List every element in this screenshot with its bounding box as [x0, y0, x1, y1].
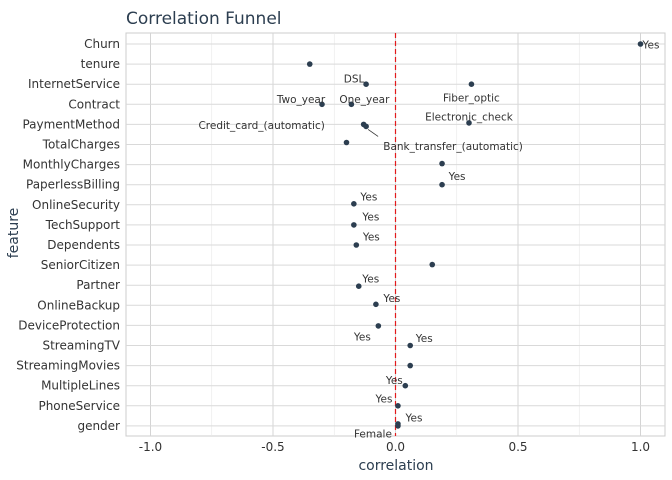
data-point — [375, 323, 382, 329]
point-label: Yes — [385, 375, 403, 387]
point-label: Fiber_optic — [443, 93, 500, 105]
data-point — [343, 139, 350, 146]
x-axis-title: correlation — [358, 458, 433, 474]
point-label: Yes — [382, 293, 400, 305]
point-label: Yes — [404, 412, 422, 424]
point-label: Yes — [642, 40, 660, 52]
point-label: Yes — [353, 331, 371, 343]
point-label: Credit_card_(automatic) — [198, 120, 324, 132]
y-tick-label: tenure — [81, 57, 120, 71]
y-tick-label: DeviceProtection — [18, 318, 120, 332]
data-point — [407, 342, 414, 349]
data-point — [429, 261, 436, 268]
data-point — [319, 101, 325, 108]
point-label: Yes — [374, 393, 392, 405]
data-point — [363, 81, 369, 87]
x-axis-labels: -1.0 -0.5 0.0 0.5 1.0 — [139, 440, 650, 454]
data-point — [439, 160, 445, 167]
point-label: Two_year — [276, 94, 326, 106]
data-point — [468, 81, 475, 87]
data-point — [306, 61, 313, 67]
y-tick-label: Churn — [84, 37, 120, 51]
y-tick-label: Partner — [76, 278, 120, 292]
y-tick-label: InternetService — [28, 77, 120, 91]
y-tick-label: OnlineBackup — [37, 298, 120, 312]
data-point — [407, 362, 414, 369]
data-point — [353, 242, 360, 248]
y-tick-label: PhoneService — [38, 399, 120, 413]
y-tick-label: StreamingTV — [42, 339, 120, 353]
point-label: Female — [354, 428, 392, 440]
point-label: DSL — [344, 74, 365, 86]
y-tick-label: gender — [77, 419, 120, 433]
data-point — [373, 301, 379, 308]
data-point — [395, 403, 401, 409]
data-point — [637, 41, 644, 47]
data-point — [402, 382, 409, 389]
y-tick-label: PaperlessBilling — [26, 178, 120, 192]
data-point — [348, 101, 355, 108]
point-label: Bank_transfer_(automatic) — [383, 141, 523, 153]
data-point — [355, 283, 362, 290]
x-tick-label: -1.0 — [139, 440, 162, 454]
point-label: Yes — [362, 232, 380, 244]
point-label: Yes — [415, 333, 433, 345]
x-tick-label: 0.0 — [386, 440, 405, 454]
point-label: Yes — [359, 191, 377, 203]
point-label: Electronic_check — [425, 111, 514, 123]
data-point — [351, 222, 357, 228]
chart-title: Correlation Funnel — [126, 9, 282, 29]
y-tick-label: SeniorCitizen — [41, 258, 120, 272]
y-tick-label: Contract — [68, 97, 120, 111]
data-points — [306, 41, 644, 429]
y-tick-label: StreamingMovies — [16, 359, 120, 373]
data-point — [466, 120, 472, 126]
y-tick-label: MonthlyCharges — [23, 158, 120, 172]
data-point — [439, 181, 445, 188]
point-label: Yes — [361, 274, 379, 286]
data-point — [395, 423, 401, 429]
x-tick-label: 1.0 — [631, 440, 650, 454]
y-tick-label: TotalCharges — [42, 138, 120, 152]
y-tick-label: MultipleLines — [41, 379, 120, 393]
y-tick-label: TechSupport — [45, 218, 121, 232]
y-axis-title: feature — [6, 208, 22, 259]
data-point — [363, 123, 369, 130]
point-label: One_year — [339, 94, 390, 106]
y-tick-label: OnlineSecurity — [32, 198, 120, 212]
y-tick-label: PaymentMethod — [22, 117, 120, 131]
x-tick-label: 0.5 — [508, 440, 527, 454]
x-tick-label: -0.5 — [261, 440, 284, 454]
point-label: Yes — [361, 211, 379, 223]
y-tick-label: Dependents — [47, 238, 120, 252]
label-leader-lines — [367, 129, 379, 137]
data-point — [351, 201, 357, 207]
leader-line — [367, 129, 379, 137]
y-axis-labels: Churn tenure InternetService Contract Paymen… — [16, 37, 121, 433]
point-label: Yes — [448, 171, 466, 183]
point-labels: Yes Fiber_optic DSL Two_year One_year Electro… — [198, 40, 659, 441]
